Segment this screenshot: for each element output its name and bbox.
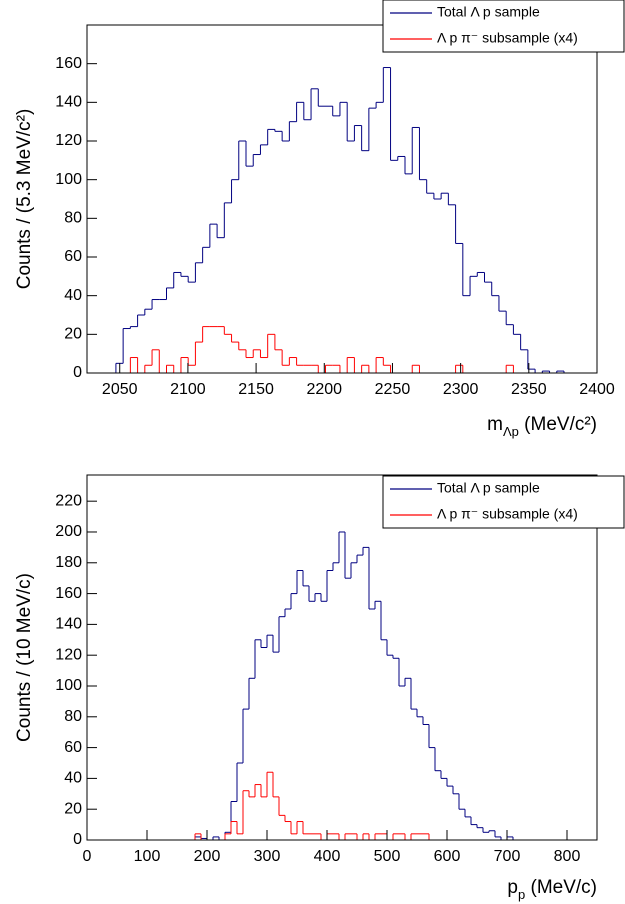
y-axis-label: Counts / (10 MeV/c) <box>14 573 35 742</box>
y-tick-label: 140 <box>55 94 82 111</box>
y-tick-label: 140 <box>55 616 82 633</box>
x-tick-label: 600 <box>434 848 461 865</box>
x-tick-label: 2400 <box>579 381 615 398</box>
y-tick-label: 80 <box>64 708 82 725</box>
y-tick-label: 40 <box>64 287 82 304</box>
y-tick-label: 100 <box>55 677 82 694</box>
y-tick-label: 160 <box>55 585 82 602</box>
x-tick-label: 100 <box>134 848 161 865</box>
y-tick-label: 180 <box>55 554 82 571</box>
x-axis-label-part: m <box>487 414 503 435</box>
legend-box <box>382 0 625 53</box>
legend-box <box>382 475 625 529</box>
x-axis-label-part: p <box>518 887 525 902</box>
x-axis-label-part: (MeV/c) <box>525 877 597 898</box>
x-axis-label-part: Λp <box>503 424 519 439</box>
x-axis-label-part: p <box>507 877 518 898</box>
x-tick-label: 2200 <box>306 381 342 398</box>
x-tick-label: 2300 <box>443 381 479 398</box>
y-tick-label: 0 <box>73 831 82 848</box>
x-tick-label: 800 <box>554 848 581 865</box>
x-tick-label: 700 <box>494 848 521 865</box>
x-axis-label: mΛp (MeV/c²) <box>487 414 597 439</box>
y-tick-label: 120 <box>55 646 82 663</box>
y-tick-label: 40 <box>64 770 82 787</box>
y-tick-label: 100 <box>55 171 82 188</box>
x-tick-label: 2050 <box>102 381 138 398</box>
y-tick-label: 80 <box>64 210 82 227</box>
x-tick-label: 500 <box>374 848 401 865</box>
x-tick-label: 300 <box>254 848 281 865</box>
y-tick-label: 160 <box>55 55 82 72</box>
legend-label: Total Λ p sample <box>437 4 540 20</box>
y-tick-label: 0 <box>73 364 82 381</box>
y-axis-label: Counts / (5.3 MeV/c²) <box>14 109 35 290</box>
y-tick-label: 220 <box>55 492 82 509</box>
legend-label: Λ p π⁻ subsample (x4) <box>437 506 578 522</box>
x-tick-label: 2150 <box>238 381 274 398</box>
legend-label: Total Λ p sample <box>437 480 540 496</box>
x-tick-label: 0 <box>83 848 92 865</box>
x-tick-label: 2100 <box>170 381 206 398</box>
y-tick-label: 200 <box>55 523 82 540</box>
plot-frame <box>86 474 598 841</box>
plot-frame <box>86 24 598 374</box>
y-tick-label: 60 <box>64 248 82 265</box>
legend-label: Λ p π⁻ subsample (x4) <box>437 30 578 46</box>
x-tick-label: 2350 <box>511 381 547 398</box>
y-tick-label: 120 <box>55 132 82 149</box>
y-tick-label: 20 <box>64 800 82 817</box>
x-tick-label: 200 <box>194 848 221 865</box>
y-tick-label: 60 <box>64 739 82 756</box>
y-tick-label: 20 <box>64 326 82 343</box>
x-tick-label: 400 <box>314 848 341 865</box>
x-tick-label: 2250 <box>375 381 411 398</box>
x-axis-label: pp (MeV/c) <box>507 877 597 902</box>
x-axis-label-part: (MeV/c²) <box>519 414 597 435</box>
